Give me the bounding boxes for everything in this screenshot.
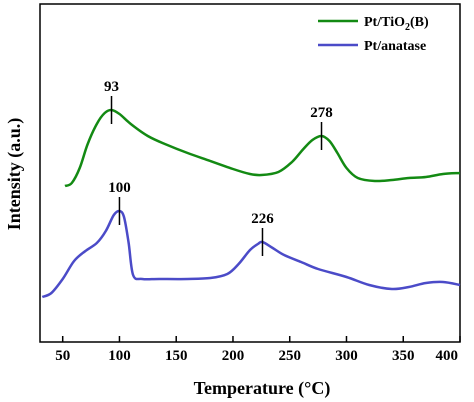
y-axis-title: Intensity (a.u.) — [4, 118, 25, 231]
x-tick-label-350: 350 — [392, 348, 415, 364]
x-tick-label-300: 300 — [335, 348, 358, 364]
series-line-pt-anatase — [41, 209, 461, 299]
peak-label-278: 278 — [310, 105, 333, 121]
x-ticks: 50 100 150 200 250 300 350 400 — [55, 336, 461, 364]
x-tick-label-200: 200 — [222, 348, 245, 364]
legend-label-pt-tio2b: Pt/TiO2(B) — [364, 15, 429, 33]
legend-label-pt-anatase: Pt/anatase — [364, 39, 426, 54]
legend: Pt/TiO2(B) Pt/anatase — [318, 15, 429, 54]
peak-label-226: 226 — [251, 211, 274, 227]
x-tick-label-150: 150 — [165, 348, 188, 364]
x-tick-label-50: 50 — [55, 348, 70, 364]
x-axis-title: Temperature (°C) — [194, 378, 331, 399]
series-layer — [41, 108, 461, 299]
series-line-pt-tio2b — [64, 108, 461, 188]
x-tick-label-100: 100 — [108, 348, 131, 364]
x-tick-label-250: 250 — [278, 348, 301, 364]
peak-label-93: 93 — [104, 79, 119, 95]
peak-annotations: 93 278 100 226 — [104, 79, 333, 256]
x-tick-label-400: 400 — [436, 348, 459, 364]
peak-label-100: 100 — [108, 180, 131, 196]
